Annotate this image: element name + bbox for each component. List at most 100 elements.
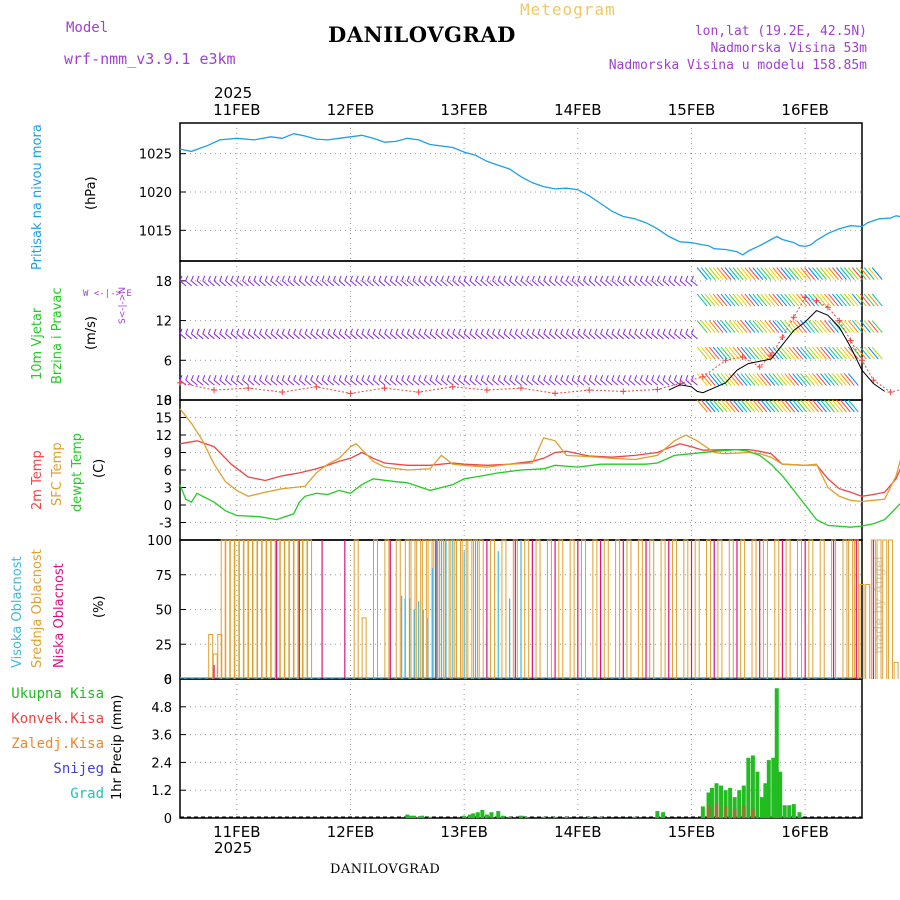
wind-barb	[554, 280, 562, 287]
wind-barb-storm	[716, 293, 728, 307]
wind-barb	[662, 333, 670, 340]
wind-barb-storm	[843, 293, 855, 307]
wind-barb-storm	[752, 399, 764, 413]
wind-barb-storm	[752, 293, 764, 307]
wind-barb-storm	[704, 346, 716, 360]
wind-barb	[247, 275, 251, 282]
wind-barb	[497, 328, 501, 334]
cloud-bar-mid	[887, 539, 893, 679]
wind-barb-storm	[847, 267, 859, 280]
wind-barb	[566, 275, 569, 282]
legend-grad: Grad	[70, 786, 104, 802]
wind-barb	[634, 374, 638, 381]
wind-barb-storm	[708, 320, 720, 333]
wind-barb-storm	[736, 320, 748, 333]
wind-barb	[662, 374, 666, 381]
precip-bar-total	[763, 783, 768, 818]
wind-barb	[321, 275, 325, 282]
wind-barb-storm	[824, 399, 835, 413]
wind-barb	[492, 379, 499, 386]
wind-barb	[583, 280, 590, 287]
wind-barb-storm	[851, 320, 863, 333]
wind-barb	[429, 275, 433, 282]
wind-barb	[372, 333, 380, 340]
wind-barb-storm	[851, 267, 863, 280]
wind-barb	[640, 379, 647, 386]
wind-barb-storm	[828, 267, 839, 280]
wind-barb-storm	[768, 373, 780, 386]
wind-barb	[605, 280, 613, 287]
wind-barb-storm	[867, 293, 879, 307]
wind-barb	[418, 280, 426, 287]
wind-barb	[452, 275, 456, 282]
wind-barb-storm	[732, 320, 744, 333]
cloud-bar-mid	[297, 539, 303, 679]
wind-barb	[281, 374, 285, 381]
wind-barb	[367, 275, 371, 282]
cloud-bar-mid	[361, 617, 367, 679]
wind-barb	[259, 379, 266, 386]
wind-barb	[372, 275, 376, 282]
wind-barb	[673, 328, 677, 334]
wind-barb	[543, 333, 551, 340]
wind-barb-storm	[780, 346, 792, 360]
wind-barb-storm	[812, 267, 823, 280]
wind-barb	[304, 374, 308, 381]
wind-barb	[281, 328, 285, 334]
cloud-bar-mid	[293, 539, 299, 679]
wind-barb	[202, 333, 210, 340]
cloud-bar-mid	[266, 539, 272, 679]
wind-barb	[566, 379, 573, 386]
wind-barb	[651, 374, 655, 381]
wind-barb	[287, 379, 295, 386]
wind-barb	[617, 333, 624, 340]
wind-barb	[384, 333, 391, 340]
wind-barb-storm	[812, 293, 823, 307]
wind-barb-storm	[796, 267, 808, 280]
wind-gust-line	[668, 310, 885, 394]
wind-barb	[316, 333, 323, 340]
y-tick-label: 12	[155, 315, 172, 330]
wind-barb	[566, 333, 573, 340]
cloud-bar-mid	[808, 539, 814, 679]
wind-barb-storm	[700, 293, 712, 307]
wind-barb	[554, 328, 558, 334]
wind-barb	[571, 374, 575, 381]
wind-barb	[219, 328, 223, 334]
wind-barb-storm	[820, 293, 831, 307]
wind-barb-storm	[820, 373, 831, 386]
wind-barb	[435, 275, 439, 282]
wind-barb	[509, 280, 516, 287]
wind-barb	[207, 374, 211, 381]
precip-bar-total	[541, 816, 546, 818]
wind-barb-storm	[728, 399, 740, 413]
y-tick-label: 3	[164, 482, 172, 497]
wind-barb	[526, 374, 530, 381]
wind-barb-storm	[804, 267, 815, 280]
wind-barb	[384, 280, 391, 287]
wind-barb-storm	[863, 346, 875, 360]
wind-barb-storm	[859, 267, 871, 280]
cloud-bar-mid	[728, 539, 734, 679]
wind-barb	[424, 379, 431, 386]
wind-barb	[389, 379, 397, 386]
wind-barb	[645, 333, 653, 340]
wind-barb	[497, 374, 501, 381]
wind-barb	[531, 328, 535, 334]
wind-barb	[190, 328, 194, 334]
wind-barb-storm	[832, 346, 843, 360]
wind-barb	[355, 374, 359, 381]
precip-bar-total	[564, 816, 569, 818]
wind-barb-storm	[772, 399, 784, 413]
precip-bar-total	[719, 785, 724, 818]
wind-barb	[179, 328, 183, 334]
x-tick-label-bottom: 15FEB	[668, 823, 715, 841]
cloud-bar-mid	[238, 539, 244, 679]
cloud-bar-mid	[626, 539, 632, 679]
wind-barb	[526, 280, 534, 287]
wind-barb	[230, 374, 234, 381]
wind-barb	[560, 280, 568, 287]
wind-barb-storm	[704, 293, 716, 307]
wind-barb	[628, 280, 636, 287]
wind-barb	[674, 280, 681, 287]
